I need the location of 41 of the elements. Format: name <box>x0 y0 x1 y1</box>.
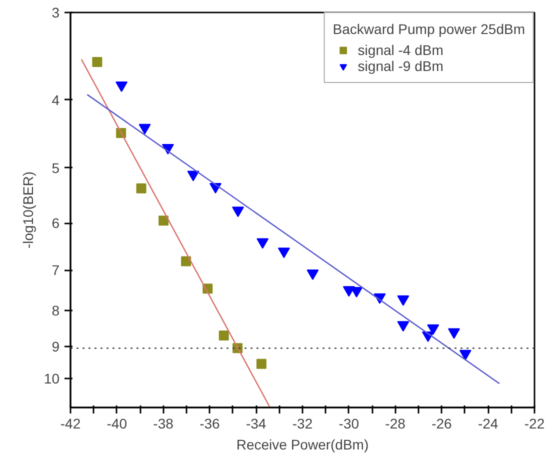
x-tick-label: -38 <box>153 416 174 432</box>
y-tick-label: 7 <box>52 262 60 278</box>
x-tick-label: -42 <box>60 416 81 432</box>
y-tick-label: 10 <box>44 370 60 387</box>
point <box>459 350 472 360</box>
point <box>158 216 169 226</box>
point <box>136 183 146 194</box>
x-tick-label: -28 <box>385 416 406 432</box>
point <box>397 321 410 332</box>
point <box>138 124 151 134</box>
point <box>116 81 128 92</box>
y-tick-label: 4 <box>52 92 60 108</box>
x-tick-label: -24 <box>478 416 498 432</box>
point <box>278 248 290 258</box>
point <box>427 324 440 335</box>
point <box>306 269 319 280</box>
x-tick-label: -32 <box>292 416 313 432</box>
point <box>256 358 266 369</box>
x-tick-label: -26 <box>432 416 452 432</box>
point <box>448 328 460 339</box>
x-axis-title: Receive Power(dBm) <box>236 436 369 452</box>
point <box>397 295 410 306</box>
point <box>232 206 244 218</box>
x-tick-label: -22 <box>524 416 545 432</box>
x-tick-label: -40 <box>106 416 128 432</box>
point <box>256 238 269 249</box>
y-axis-title: -log10(BER) <box>20 171 36 249</box>
y-tick-label: 9 <box>52 338 60 354</box>
point <box>187 170 200 182</box>
point <box>218 330 229 340</box>
x-tick-label: -34 <box>246 416 266 432</box>
y-tick-label: 8 <box>52 302 60 319</box>
y-tick-label: 5 <box>52 160 60 176</box>
legend-label: signal -9 dBm <box>358 58 444 74</box>
legend-label: signal -4 dBm <box>358 42 444 58</box>
y-tick-label: 3 <box>52 4 60 20</box>
y-tick-label: 6 <box>52 215 60 232</box>
x-tick-label: -30 <box>338 416 360 432</box>
x-tick-label: -36 <box>200 416 220 432</box>
legend-title: Backward Pump power 25dBm <box>332 21 525 37</box>
point <box>181 256 192 266</box>
